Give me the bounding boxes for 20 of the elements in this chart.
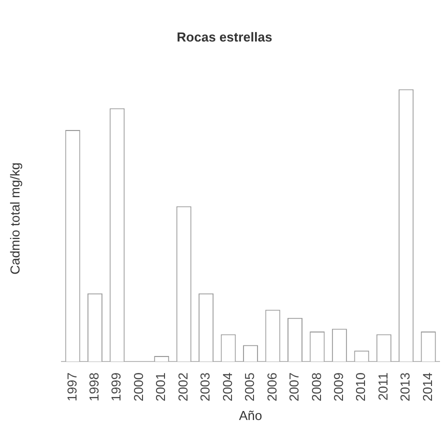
x-tick-label: 2014 <box>420 372 435 402</box>
x-tick-label: 2005 <box>242 372 258 402</box>
x-tick-label: 2010 <box>353 372 368 402</box>
x-tick-label: 2004 <box>220 372 235 402</box>
x-tick-label: 2000 <box>130 372 146 402</box>
x-tick-label: 1999 <box>108 372 124 402</box>
y-axis-title: Cadmio total mg/kg <box>7 162 22 275</box>
x-tick-label: 2013 <box>398 372 413 402</box>
chart-title: Rocas estrellas <box>176 29 272 44</box>
x-axis-title: Año <box>238 408 262 423</box>
x-tick-label: 2008 <box>308 372 324 402</box>
x-tick-label: 2001 <box>153 372 168 402</box>
x-tick-label: 2009 <box>331 372 346 402</box>
x-tick-label: 2011 <box>375 372 390 400</box>
x-tick-label: 2007 <box>286 372 302 402</box>
x-tick-label: 2006 <box>264 372 280 402</box>
x-tick-label: 1998 <box>86 372 102 402</box>
x-tick-label: 2003 <box>198 372 213 402</box>
x-tick-label: 1997 <box>64 372 80 402</box>
x-tick-label: 2002 <box>175 372 190 402</box>
